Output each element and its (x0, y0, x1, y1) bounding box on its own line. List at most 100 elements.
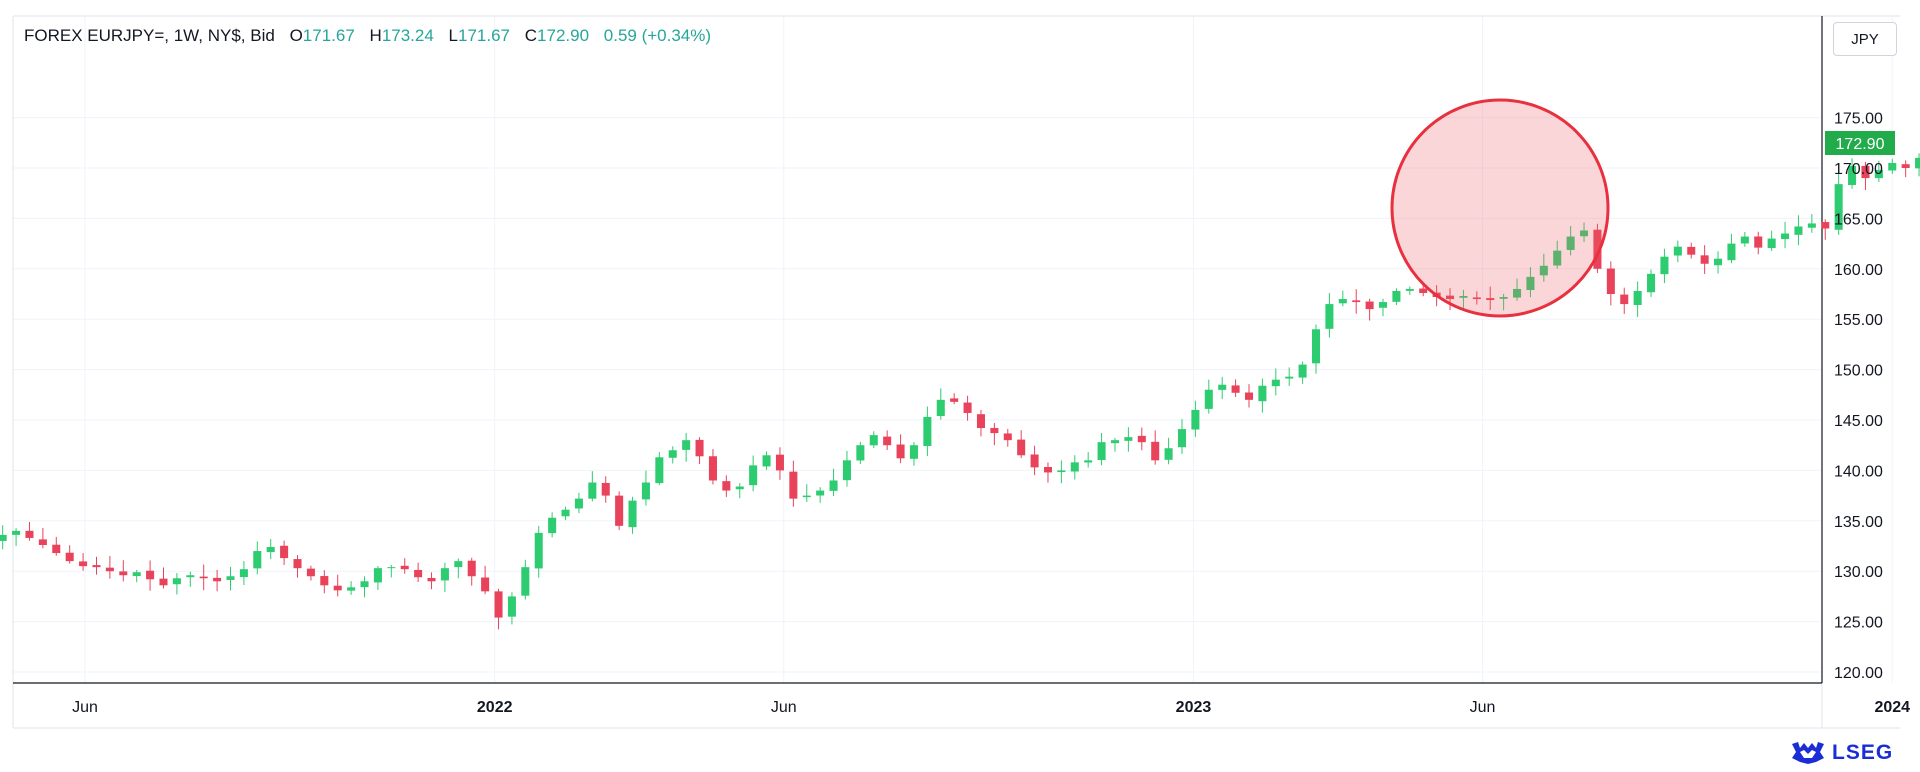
candle-body (1298, 364, 1307, 378)
candle-body (1526, 276, 1535, 291)
candle-body (1580, 230, 1589, 237)
candle-body (1378, 302, 1388, 308)
candle-body (481, 577, 490, 592)
candle-body (1606, 268, 1615, 294)
candle-body (1177, 429, 1187, 448)
candle-body (1244, 392, 1254, 400)
candle-body (1110, 440, 1120, 444)
candle-body (1486, 298, 1495, 301)
candle-body (467, 560, 476, 577)
candle-body (668, 450, 677, 458)
candle-body (1794, 226, 1803, 235)
candle-body (293, 559, 302, 569)
last-price-bg (1825, 131, 1895, 155)
candle-body (146, 570, 155, 580)
candle-body (628, 500, 637, 528)
lseg-logo: LSEG (1790, 740, 1893, 766)
candle-body (1405, 288, 1414, 291)
y-tick-label: 120.00 (1834, 665, 1883, 682)
candle-body (682, 440, 691, 450)
candle-body (280, 545, 289, 559)
candle-body (387, 567, 396, 569)
candle-body (1687, 246, 1696, 255)
candle-body (775, 454, 784, 471)
y-tick-label: 155.00 (1834, 312, 1883, 329)
candle-body (789, 471, 798, 499)
candle-body (1834, 184, 1843, 230)
last-price-label: 172.90 (1825, 131, 1895, 155)
candle-body (1553, 250, 1562, 266)
candle-body (1727, 243, 1736, 261)
candle-body (253, 551, 262, 569)
candle-body (909, 445, 918, 459)
y-tick-label: 175.00 (1834, 111, 1883, 128)
low-label: L (448, 26, 459, 45)
candle-body (1673, 246, 1682, 256)
candle-body (172, 578, 181, 585)
candle-body (1311, 329, 1321, 364)
candle-body (494, 591, 503, 618)
low-value: 171.67 (458, 26, 511, 45)
candle-body (1620, 294, 1629, 305)
high-label: H (369, 26, 382, 45)
currency-button[interactable]: JPY (1833, 22, 1897, 56)
candle-body (79, 561, 88, 567)
y-tick-label: 135.00 (1834, 514, 1883, 531)
candle-body (1030, 454, 1039, 468)
candle-body (1459, 296, 1468, 298)
y-tick-label: 160.00 (1834, 262, 1883, 279)
candle-body (976, 414, 985, 429)
candle-body (816, 490, 825, 496)
candle-body (226, 576, 235, 580)
candle-body (1043, 467, 1053, 473)
candle-body (896, 444, 905, 459)
brand-name: LSEG (1832, 741, 1894, 764)
candle-body (588, 482, 597, 499)
candle-body (1017, 439, 1026, 456)
candle-body (1821, 222, 1830, 229)
x-tick-label: 2022 (477, 699, 513, 716)
candle-body (0, 534, 7, 541)
candle-body (52, 544, 61, 554)
candle-body (159, 578, 168, 586)
candle-body (856, 445, 865, 461)
change-value: 0.59 (+0.34%) (603, 26, 712, 45)
candle-body (1003, 433, 1012, 441)
y-tick-label: 145.00 (1834, 413, 1883, 430)
candle-body (119, 571, 128, 576)
y-tick-label: 130.00 (1834, 564, 1883, 581)
last-price-value: 172.90 (1836, 136, 1885, 153)
candle-body (1660, 256, 1669, 275)
high-value: 173.24 (381, 26, 434, 45)
close-label: C (524, 26, 538, 45)
candle-body (883, 436, 892, 446)
candle-body (1767, 238, 1776, 249)
candle-body (12, 530, 21, 535)
candle-body (722, 481, 731, 491)
open-value: 171.67 (302, 26, 355, 45)
candle-body (548, 517, 557, 534)
candle-body (400, 565, 409, 570)
highlight-circle (1390, 98, 1610, 318)
candle-body (1754, 236, 1763, 248)
candle-body (842, 460, 851, 481)
candle-body (1915, 157, 1920, 169)
candle-body (735, 486, 744, 490)
candle-body (923, 416, 932, 446)
candle-body (199, 576, 208, 579)
candle-body (373, 568, 382, 583)
candle-body (1137, 435, 1146, 443)
x-tick-label: Jun (72, 699, 98, 716)
x-tick-label: 2024 (1874, 699, 1910, 716)
y-tick-label: 140.00 (1834, 463, 1883, 480)
candle-body (1888, 162, 1897, 171)
candle-body (1285, 376, 1294, 379)
y-tick-label: 170.00 (1834, 161, 1883, 178)
candle-body (1204, 389, 1213, 409)
candle-body (762, 455, 771, 467)
candle-body (1861, 165, 1870, 179)
candle-body (1593, 229, 1602, 269)
candle-body (1151, 441, 1160, 461)
candle-body (1218, 384, 1227, 390)
